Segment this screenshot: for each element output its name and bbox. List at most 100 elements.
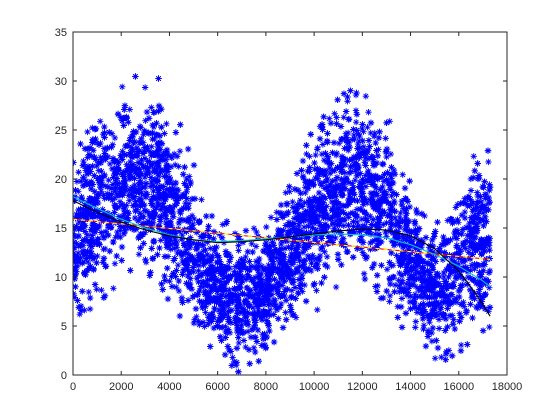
scatter-point xyxy=(99,259,107,266)
scatter-point xyxy=(270,311,277,318)
scatter-point xyxy=(375,208,382,215)
scatter-point xyxy=(338,153,346,161)
scatter-point xyxy=(309,198,317,205)
scatter-point xyxy=(196,287,203,295)
scatter-point xyxy=(251,274,259,281)
scatter-point xyxy=(206,311,214,318)
scatter-point xyxy=(311,235,319,243)
scatter-point xyxy=(261,312,268,319)
scatter-point xyxy=(334,164,341,171)
scatter-point xyxy=(255,290,262,298)
scatter-point xyxy=(157,146,164,153)
scatter-point xyxy=(418,309,425,316)
scatter-point xyxy=(178,252,185,260)
scatter-point xyxy=(327,181,334,188)
scatter-point xyxy=(225,250,233,258)
scatter-point xyxy=(150,187,157,195)
scatter-point xyxy=(364,169,371,177)
scatter-point xyxy=(86,253,93,260)
scatter-point xyxy=(338,168,345,176)
scatter-point xyxy=(323,137,331,145)
scatter-point xyxy=(212,277,219,284)
scatter-point xyxy=(137,244,144,251)
scatter-point xyxy=(320,179,327,186)
scatter-point xyxy=(229,297,236,305)
scatter-point xyxy=(138,221,146,228)
scatter-point xyxy=(350,254,357,261)
scatter-point xyxy=(442,315,450,323)
scatter-point xyxy=(210,283,218,290)
scatter-point xyxy=(411,294,418,301)
scatter-point xyxy=(485,284,493,291)
scatter-point xyxy=(399,171,406,178)
scatter-point xyxy=(176,248,184,256)
scatter-point xyxy=(89,212,97,219)
scatter-point xyxy=(338,241,345,248)
scatter-point xyxy=(116,198,124,205)
scatter-point xyxy=(217,316,224,324)
scatter-point xyxy=(141,127,148,135)
scatter-point xyxy=(431,355,439,362)
scatter-point xyxy=(251,322,258,329)
scatter-point xyxy=(476,269,483,276)
scatter-point xyxy=(448,267,455,274)
scatter-point xyxy=(300,261,308,268)
scatter-point xyxy=(149,130,156,137)
scatter-point xyxy=(267,254,275,262)
scatter-point xyxy=(477,216,485,223)
scatter-point xyxy=(182,200,189,207)
scatter-point xyxy=(354,140,362,148)
scatter-point xyxy=(397,260,404,268)
scatter-point xyxy=(389,273,397,281)
scatter-point xyxy=(210,294,217,302)
scatter-point xyxy=(187,241,194,249)
scatter-point xyxy=(125,175,133,183)
scatter-point xyxy=(326,164,334,172)
scatter-point xyxy=(252,243,260,250)
scatter-point xyxy=(301,241,309,248)
scatter-point xyxy=(232,319,239,326)
scatter-point xyxy=(283,237,291,245)
scatter-point xyxy=(73,283,79,291)
scatter-point xyxy=(108,130,116,137)
scatter-point xyxy=(417,301,424,309)
scatter-point xyxy=(394,232,401,240)
scatter-point xyxy=(255,263,262,270)
scatter-point xyxy=(100,172,108,180)
scatter-point xyxy=(485,158,492,166)
scatter-point xyxy=(179,216,187,224)
scatter-point xyxy=(333,217,340,224)
scatter-point xyxy=(109,141,116,148)
scatter-point xyxy=(196,297,203,305)
scatter-point xyxy=(420,302,428,309)
scatter-point xyxy=(245,346,253,353)
scatter-point xyxy=(421,212,428,220)
scatter-point xyxy=(215,266,222,273)
scatter-point xyxy=(344,93,351,101)
scatter-point xyxy=(124,142,132,149)
scatter-point xyxy=(459,281,466,289)
scatter-point xyxy=(283,316,290,323)
scatter-point xyxy=(164,151,171,158)
scatter-point xyxy=(307,229,315,236)
scatter-point xyxy=(121,106,128,113)
scatter-point xyxy=(151,168,158,175)
scatter-point xyxy=(142,169,149,177)
scatter-point xyxy=(244,328,252,335)
scatter-point xyxy=(120,122,127,129)
scatter-point xyxy=(398,324,406,331)
scatter-point xyxy=(419,264,426,271)
scatter-point xyxy=(191,215,198,223)
scatter-point xyxy=(458,256,465,263)
scatter-point xyxy=(312,213,319,220)
scatter-point xyxy=(169,181,177,188)
scatter-point xyxy=(184,145,192,153)
scatter-point xyxy=(402,214,409,222)
scatter-point xyxy=(160,189,167,196)
scatter-point xyxy=(237,268,244,275)
scatter-point xyxy=(278,232,286,240)
scatter-point xyxy=(175,287,183,295)
scatter-point xyxy=(81,181,89,189)
scatter-point xyxy=(218,286,225,293)
scatter-point xyxy=(275,226,282,234)
